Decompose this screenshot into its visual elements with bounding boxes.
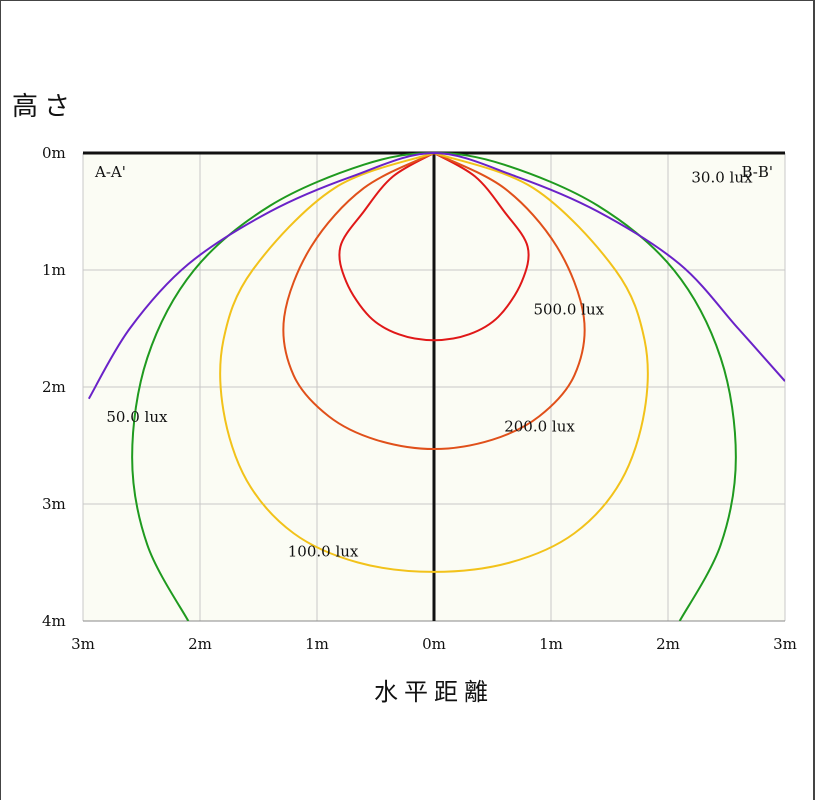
isoline-label: 50.0 lux: [106, 408, 168, 426]
isoline-30-0-lux: [87, 151, 785, 400]
section-label-left: A-A': [94, 163, 126, 181]
x-tick-label: 3m: [773, 635, 797, 653]
x-axis-label: 水平距離: [374, 678, 494, 706]
section-label-right: B-B': [741, 163, 773, 181]
y-tick-label: 4m: [42, 612, 66, 630]
x-tick-label: 3m: [71, 635, 95, 653]
x-tick-label: 0m: [422, 635, 446, 653]
y-tick-label: 1m: [42, 261, 66, 279]
y-tick-label: 3m: [42, 495, 66, 513]
isoline-100-0-lux: [219, 152, 649, 573]
y-tick-label: 0m: [42, 144, 66, 162]
isoline-label: 500.0 lux: [533, 300, 604, 318]
isoline-500-0-lux: [338, 152, 530, 342]
isoline-200-0-lux: [282, 152, 586, 451]
x-tick-label: 2m: [188, 635, 212, 653]
x-tick-label: 2m: [656, 635, 680, 653]
y-tick-label: 2m: [42, 378, 66, 396]
x-tick-label: 1m: [539, 635, 563, 653]
x-tick-label: 1m: [305, 635, 329, 653]
isoline-label: 30.0 lux: [691, 168, 753, 186]
isoline-label: 200.0 lux: [504, 417, 575, 435]
isoline-label: 100.0 lux: [288, 543, 359, 561]
y-axis-label: 高さ: [12, 92, 77, 122]
